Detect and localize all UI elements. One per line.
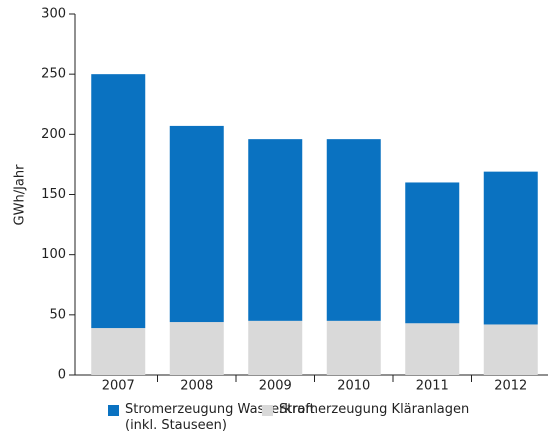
bar-segment bbox=[326, 320, 381, 375]
y-tick-label: 50 bbox=[49, 307, 66, 322]
bar-segment bbox=[405, 182, 460, 324]
x-tick-label: 2008 bbox=[180, 379, 213, 394]
bar-segment bbox=[483, 171, 538, 325]
y-tick-label: 300 bbox=[41, 7, 66, 22]
bar-segment bbox=[169, 322, 224, 375]
legend-swatch bbox=[108, 405, 119, 416]
legend-swatch bbox=[262, 405, 273, 416]
y-tick-label: 150 bbox=[41, 187, 66, 202]
x-tick-label: 2012 bbox=[494, 379, 527, 394]
bar-segment bbox=[405, 323, 460, 375]
bar-segment bbox=[248, 320, 303, 375]
x-tick-label: 2009 bbox=[259, 379, 292, 394]
legend-label: Stromerzeugung Wasserkraft (inkl. Stause… bbox=[125, 402, 315, 433]
legend-item: Stromerzeugung Kläranlagen bbox=[262, 402, 469, 418]
bar-segment bbox=[169, 125, 224, 323]
y-axis-label: GWh/Jahr bbox=[13, 164, 28, 226]
y-tick-label: 100 bbox=[41, 247, 66, 262]
bar-segment bbox=[248, 139, 303, 321]
y-tick-label: 250 bbox=[41, 67, 66, 82]
y-tick-label: 200 bbox=[41, 127, 66, 142]
bar-segment bbox=[91, 328, 146, 375]
x-tick-label: 2007 bbox=[102, 379, 135, 394]
x-tick-label: 2011 bbox=[416, 379, 449, 394]
x-tick-label: 2010 bbox=[337, 379, 370, 394]
bar-segment bbox=[326, 139, 381, 321]
y-tick-label: 0 bbox=[58, 368, 66, 383]
legend-item: Stromerzeugung Wasserkraft (inkl. Stause… bbox=[108, 402, 315, 434]
bar-segment bbox=[483, 324, 538, 375]
legend-label: Stromerzeugung Kläranlagen bbox=[279, 402, 470, 417]
bar-segment bbox=[91, 74, 146, 329]
